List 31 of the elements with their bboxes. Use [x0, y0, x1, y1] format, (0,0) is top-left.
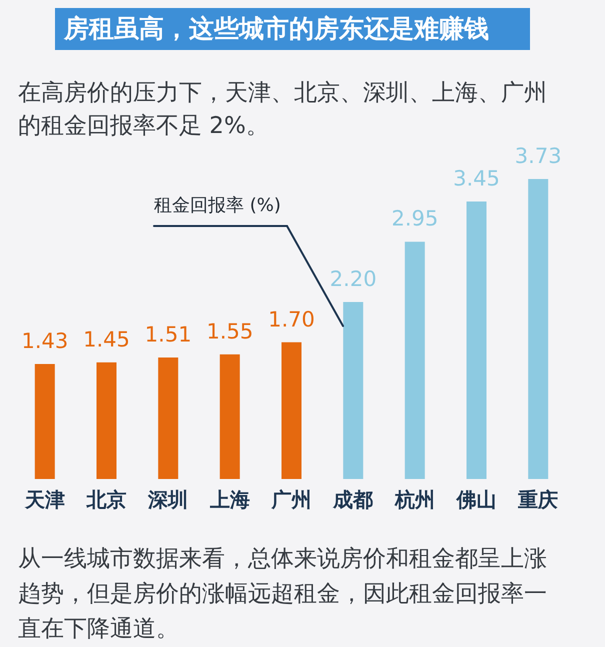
bar: [158, 358, 178, 479]
data-label: 2.20: [330, 267, 377, 292]
bar: [96, 362, 116, 479]
x-tick-label: 杭州: [394, 488, 435, 512]
bar: [528, 179, 548, 479]
bar: [343, 302, 364, 479]
bar: [282, 342, 302, 479]
data-label: 3.73: [514, 144, 562, 168]
x-tick-label: 重庆: [517, 488, 558, 512]
bar: [404, 242, 425, 479]
data-label: 2.95: [391, 206, 438, 231]
x-tick-label: 上海: [208, 488, 250, 512]
x-tick-label: 天津: [24, 488, 65, 512]
x-tick-label: 广州: [270, 488, 312, 512]
bar: [34, 364, 55, 479]
data-label: 1.45: [83, 327, 130, 352]
data-label: 1.70: [268, 307, 315, 332]
data-label: 1.51: [144, 322, 192, 347]
data-label: 1.55: [206, 319, 254, 344]
bar: [220, 354, 240, 479]
x-tick-label: 北京: [86, 488, 126, 512]
x-tick-label: 成都: [332, 488, 374, 512]
y-axis-title: 租金回报率 (%): [154, 195, 281, 216]
x-tick-label: 深圳: [147, 488, 188, 512]
bar: [466, 202, 486, 479]
x-tick-label: 佛山: [456, 488, 496, 512]
data-label: 1.43: [21, 328, 68, 353]
chart-title: 房租虽高，这些城市的房东还是难赚钱: [63, 14, 489, 43]
data-label: 3.45: [453, 166, 500, 191]
chart-subtitle: 在高房价的压力下，天津、北京、深圳、上海、广州的租金回报率不足 2%。: [18, 80, 547, 139]
text: 从一线城市数据来看，总体来说房价和租金都呈上涨趋势，但是房价的涨幅远超租金，因此租金回报率一直在下降通道。: [18, 546, 547, 642]
